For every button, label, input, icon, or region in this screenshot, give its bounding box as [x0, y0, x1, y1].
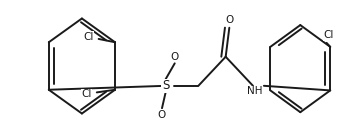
- Text: S: S: [162, 79, 169, 92]
- Text: Cl: Cl: [82, 89, 92, 99]
- Text: Cl: Cl: [323, 30, 334, 40]
- Text: O: O: [171, 52, 179, 62]
- Text: O: O: [158, 110, 166, 120]
- Text: Cl: Cl: [83, 32, 94, 42]
- Text: O: O: [225, 15, 233, 25]
- Text: NH: NH: [247, 86, 262, 96]
